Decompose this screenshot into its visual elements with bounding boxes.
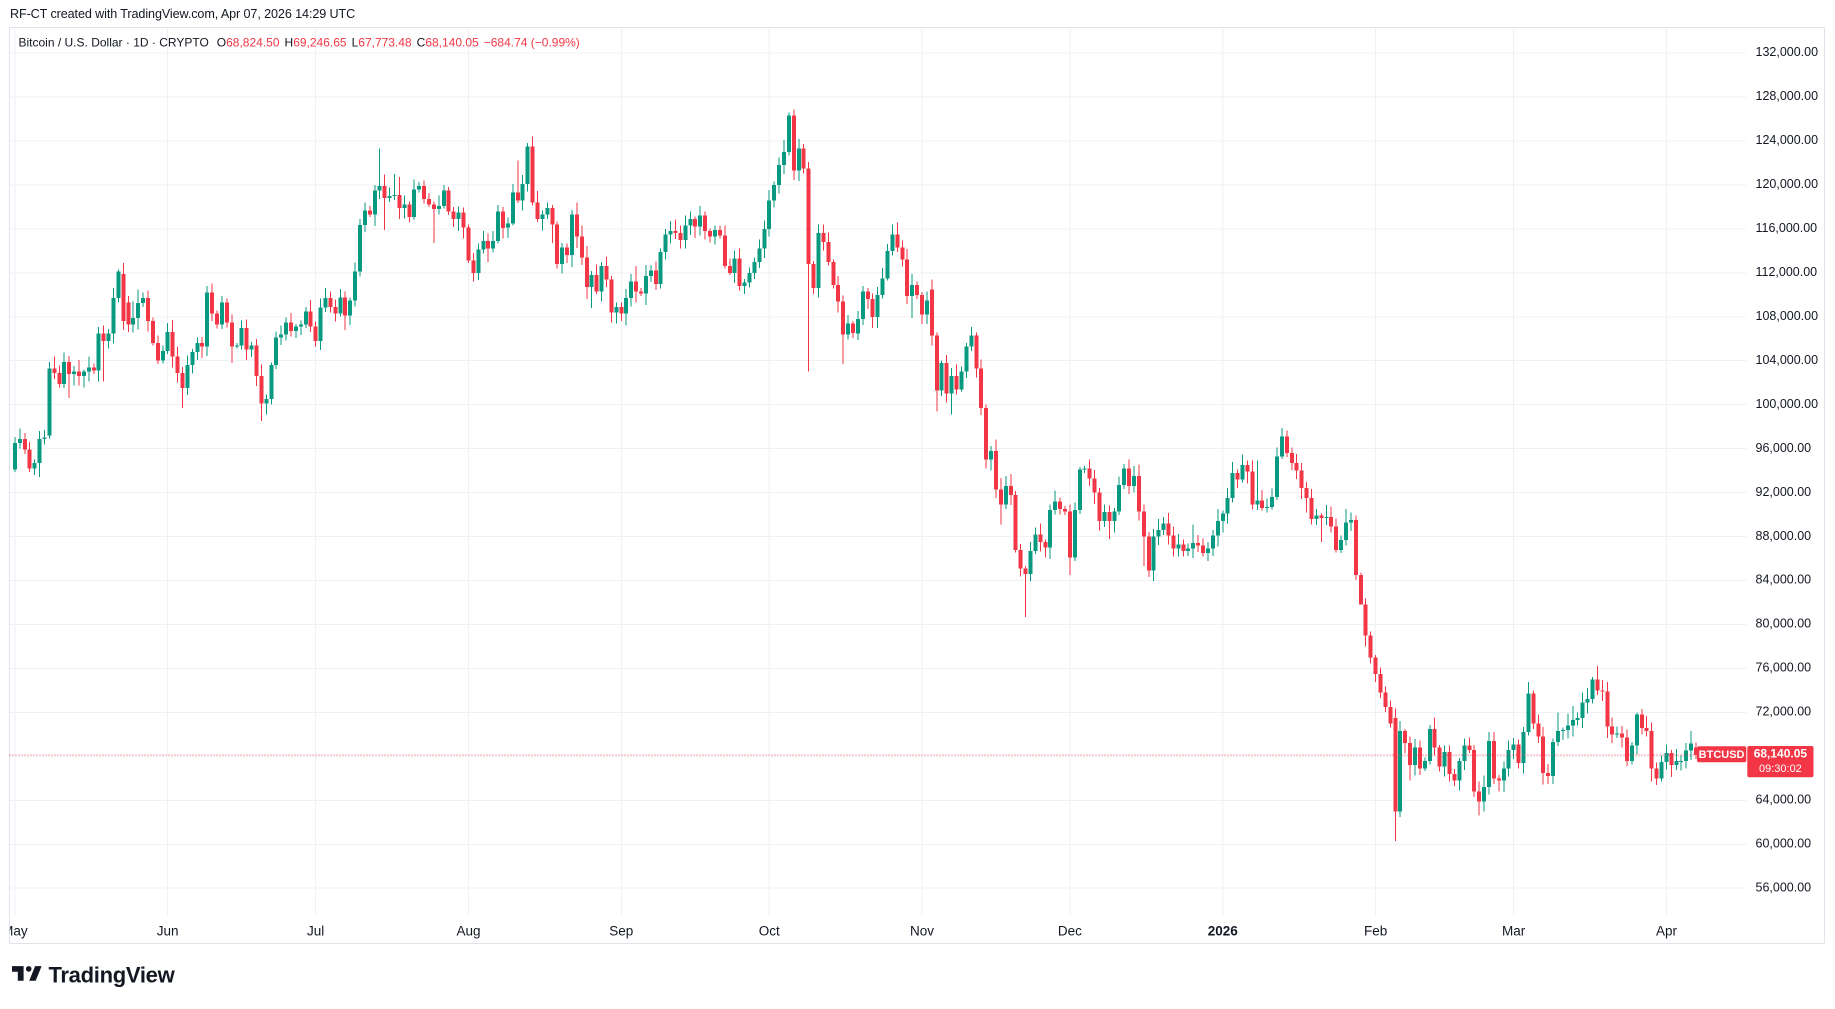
svg-text:68,140.05: 68,140.05: [1754, 747, 1808, 761]
svg-text:92,000.00: 92,000.00: [1756, 485, 1812, 499]
svg-text:Jul: Jul: [307, 923, 324, 938]
svg-text:Dec: Dec: [1058, 923, 1082, 938]
svg-text:2026: 2026: [1208, 923, 1239, 938]
svg-text:56,000.00: 56,000.00: [1756, 880, 1812, 894]
svg-text:108,000.00: 108,000.00: [1756, 309, 1819, 323]
svg-text:Mar: Mar: [1502, 923, 1526, 938]
svg-text:120,000.00: 120,000.00: [1756, 177, 1819, 191]
svg-text:Bitcoin / U.S. Dollar · 1D · C: Bitcoin / U.S. Dollar · 1D · CRYPTO O68,8…: [19, 36, 580, 50]
svg-text:Nov: Nov: [910, 923, 934, 938]
svg-text:96,000.00: 96,000.00: [1756, 441, 1812, 455]
svg-text:RF-CT created with TradingView: RF-CT created with TradingView.com, Apr …: [10, 7, 355, 21]
svg-text:76,000.00: 76,000.00: [1756, 661, 1812, 675]
svg-text:Jun: Jun: [157, 923, 179, 938]
svg-text:112,000.00: 112,000.00: [1756, 265, 1818, 279]
svg-text:May: May: [2, 923, 28, 938]
svg-text:09:30:02: 09:30:02: [1759, 763, 1802, 775]
svg-text:Aug: Aug: [456, 923, 480, 938]
svg-text:100,000.00: 100,000.00: [1756, 397, 1819, 411]
svg-text:104,000.00: 104,000.00: [1756, 353, 1819, 367]
svg-text:Oct: Oct: [759, 923, 780, 938]
svg-text:Feb: Feb: [1364, 923, 1387, 938]
svg-text:Sep: Sep: [609, 923, 633, 938]
svg-text:Apr: Apr: [1656, 923, 1678, 938]
svg-text:BTCUSD: BTCUSD: [1699, 749, 1745, 761]
svg-text:TradingView: TradingView: [49, 963, 176, 988]
svg-text:128,000.00: 128,000.00: [1756, 89, 1819, 103]
svg-text:72,000.00: 72,000.00: [1756, 705, 1812, 719]
svg-text:132,000.00: 132,000.00: [1756, 45, 1819, 59]
svg-text:80,000.00: 80,000.00: [1756, 617, 1812, 631]
svg-text:60,000.00: 60,000.00: [1756, 837, 1812, 851]
svg-text:116,000.00: 116,000.00: [1756, 221, 1818, 235]
svg-text:124,000.00: 124,000.00: [1756, 133, 1819, 147]
svg-text:84,000.00: 84,000.00: [1756, 573, 1812, 587]
svg-text:64,000.00: 64,000.00: [1756, 793, 1812, 807]
svg-text:88,000.00: 88,000.00: [1756, 529, 1812, 543]
